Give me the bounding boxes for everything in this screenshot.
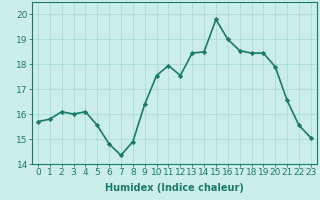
X-axis label: Humidex (Indice chaleur): Humidex (Indice chaleur) (105, 183, 244, 193)
